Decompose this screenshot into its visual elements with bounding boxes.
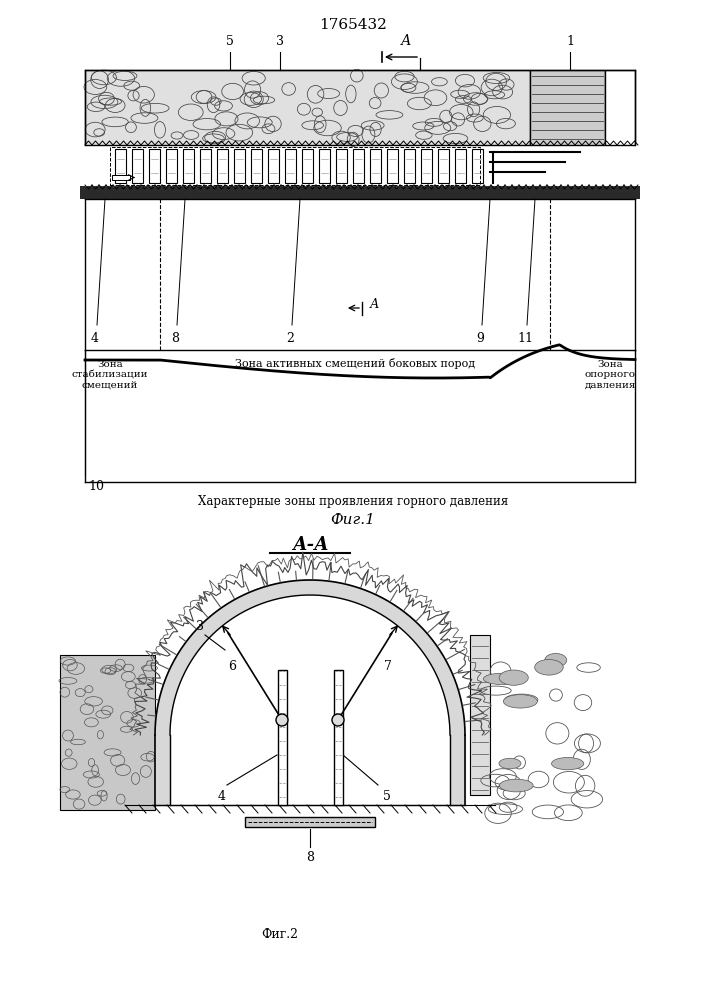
- Text: 7: 7: [384, 660, 392, 674]
- Bar: [251, 149, 262, 183]
- Ellipse shape: [503, 695, 537, 708]
- Text: 3: 3: [196, 620, 204, 633]
- Ellipse shape: [499, 670, 528, 685]
- Bar: [132, 149, 143, 183]
- Bar: [268, 149, 279, 183]
- Bar: [370, 149, 381, 183]
- Text: Зона
опорного
давления: Зона опорного давления: [584, 360, 636, 390]
- Bar: [183, 149, 194, 183]
- Bar: [200, 149, 211, 183]
- Text: 1765432: 1765432: [319, 18, 387, 32]
- Text: Фиг.2: Фиг.2: [262, 928, 298, 942]
- Text: Фиг.1: Фиг.1: [331, 513, 375, 527]
- Bar: [336, 149, 347, 183]
- Text: 9: 9: [476, 332, 484, 345]
- Polygon shape: [155, 735, 170, 805]
- Text: А-А: А-А: [291, 536, 328, 554]
- Circle shape: [276, 714, 288, 726]
- Text: 8: 8: [306, 851, 314, 864]
- Bar: [166, 149, 177, 183]
- Bar: [334, 670, 343, 805]
- Text: 5: 5: [383, 790, 391, 803]
- Bar: [302, 149, 313, 183]
- Bar: [455, 149, 466, 183]
- Bar: [605, 70, 635, 145]
- Ellipse shape: [534, 659, 563, 675]
- Text: Зона
стабилизации
смещений: Зона стабилизации смещений: [71, 360, 148, 390]
- Text: 4: 4: [218, 790, 226, 803]
- Bar: [85, 70, 530, 145]
- Bar: [421, 149, 432, 183]
- Bar: [60, 655, 155, 810]
- Ellipse shape: [551, 757, 584, 770]
- Bar: [353, 149, 364, 183]
- Bar: [234, 149, 245, 183]
- Text: А: А: [401, 34, 411, 48]
- Text: Зона активных смещений боковых пород: Зона активных смещений боковых пород: [235, 358, 475, 369]
- Bar: [319, 149, 330, 183]
- Text: 2: 2: [286, 332, 294, 345]
- Bar: [217, 149, 228, 183]
- Text: 1: 1: [566, 35, 574, 48]
- Bar: [115, 149, 126, 183]
- Text: 11: 11: [517, 332, 533, 345]
- Text: 8: 8: [171, 332, 179, 345]
- Bar: [472, 149, 483, 183]
- Ellipse shape: [545, 653, 567, 667]
- Bar: [110, 147, 480, 185]
- Bar: [438, 149, 449, 183]
- Bar: [285, 149, 296, 183]
- Bar: [278, 670, 287, 805]
- Ellipse shape: [499, 758, 521, 769]
- Ellipse shape: [499, 779, 533, 792]
- Bar: [80, 186, 640, 199]
- Text: 10: 10: [88, 480, 104, 493]
- Text: А: А: [370, 298, 380, 312]
- Bar: [112, 175, 130, 180]
- Circle shape: [332, 714, 344, 726]
- Text: 6: 6: [228, 660, 236, 674]
- Polygon shape: [155, 580, 465, 735]
- Bar: [470, 635, 490, 795]
- Bar: [530, 70, 605, 145]
- Bar: [245, 817, 375, 827]
- Bar: [404, 149, 415, 183]
- Text: 5: 5: [226, 35, 234, 48]
- Polygon shape: [450, 735, 465, 805]
- Bar: [149, 149, 160, 183]
- Text: Характерные зоны проявления горного давления: Характерные зоны проявления горного давл…: [198, 495, 508, 508]
- Text: 3: 3: [276, 35, 284, 48]
- Text: 4: 4: [91, 332, 99, 345]
- Bar: [387, 149, 398, 183]
- Ellipse shape: [484, 673, 519, 684]
